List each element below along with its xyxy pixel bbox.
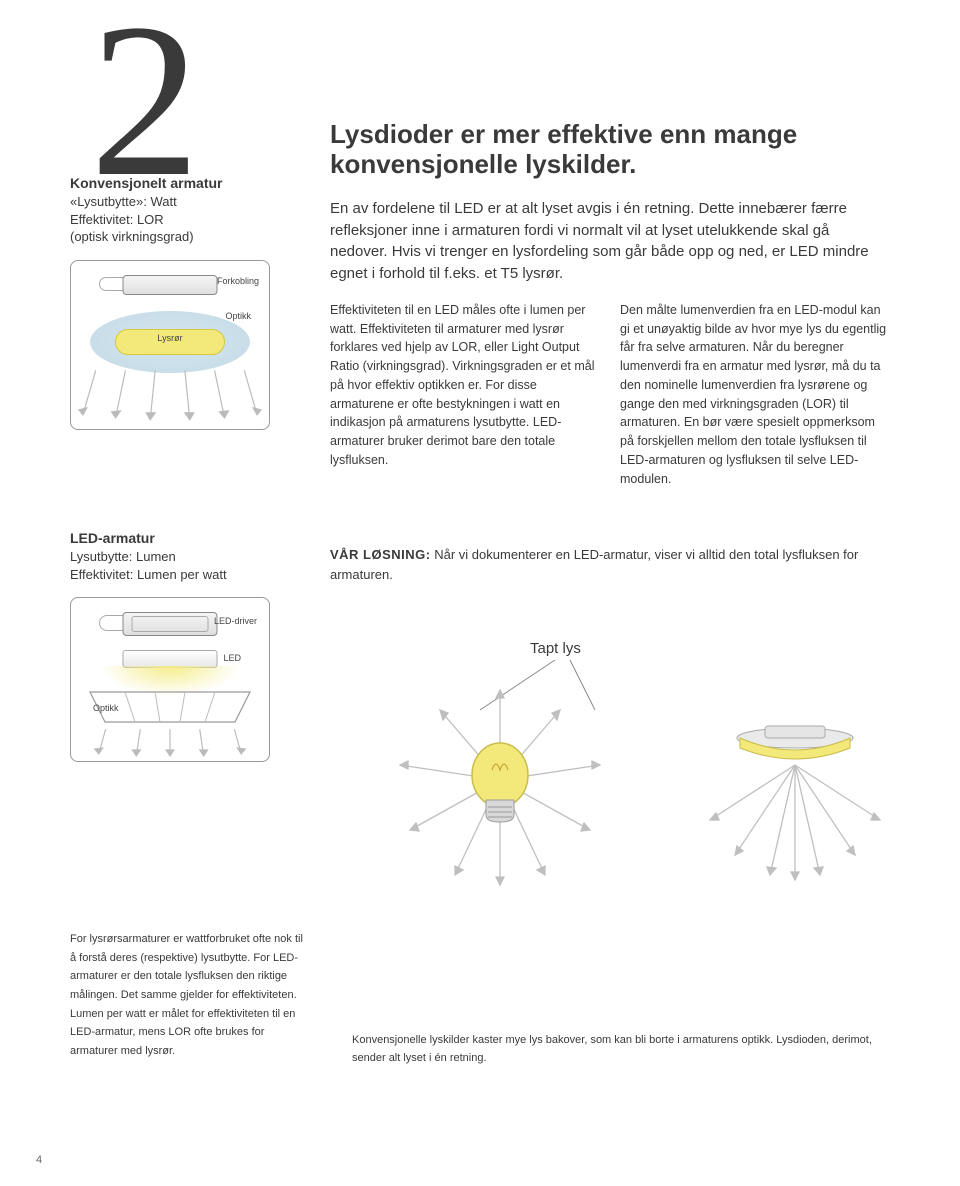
lysror-label: Lysrør <box>157 333 182 343</box>
conventional-diagram: Forkobling Optikk Lysrør <box>70 260 270 430</box>
box1-line3: (optisk virkningsgrad) <box>70 228 280 246</box>
led-label: LED <box>223 653 241 663</box>
solution-text: VÅR LØSNING: Når vi dokumenterer en LED-… <box>330 545 890 584</box>
caption-left: For lysrørsarmaturer er wattforbruket of… <box>70 930 310 1061</box>
led-diagram: LED-driver LED Optikk <box>70 597 270 762</box>
bulb-radial-diagram <box>360 670 640 900</box>
driver-label: LED-driver <box>214 616 257 626</box>
led-downward-arrows-icon <box>71 729 269 759</box>
box2-line2: Effektivitet: Lumen per watt <box>70 566 280 584</box>
intro-paragraph: En av fordelene til LED er at alt lyset … <box>330 198 890 285</box>
caption-right: Konvensjonelle lyskilder kaster mye lys … <box>352 1032 892 1067</box>
optikk-label-1: Optikk <box>225 311 251 321</box>
solution-label: VÅR LØSNING: <box>330 547 431 562</box>
bottom-diagram-area: Tapt lys <box>330 640 920 900</box>
body-col-left: Effektiviteten til en LED måles ofte i l… <box>330 301 600 489</box>
ballast-label: Forkobling <box>217 276 259 286</box>
body-col-right: Den målte lumenverdien fra en LED-modul … <box>620 301 890 489</box>
led-luminaire-box: LED-armatur Lysutbytte: Lumen Effektivit… <box>70 530 280 762</box>
page-number: 4 <box>36 1154 42 1166</box>
box1-line2: Effektivitet: LOR <box>70 211 280 229</box>
box2-line1: Lysutbytte: Lumen <box>70 548 280 566</box>
headline: Lysdioder er mer effektive enn mange kon… <box>330 120 890 180</box>
box1-title: Konvensjonelt armatur <box>70 175 280 191</box>
main-text-column: Lysdioder er mer effektive enn mange kon… <box>330 120 890 488</box>
box1-line1: «Lysutbytte»: Watt <box>70 193 280 211</box>
optikk-label-2: Optikk <box>93 703 119 713</box>
box2-title: LED-armatur <box>70 530 280 546</box>
downward-arrows-icon <box>71 370 269 425</box>
led-radial-diagram <box>670 670 920 900</box>
conventional-luminaire-box: Konvensjonelt armatur «Lysutbytte»: Watt… <box>70 175 280 430</box>
